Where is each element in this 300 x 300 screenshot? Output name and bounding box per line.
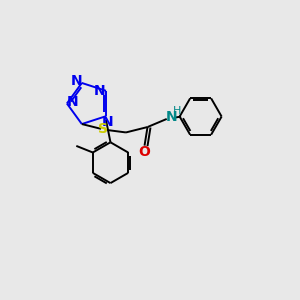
Text: N: N — [94, 84, 105, 98]
Text: N: N — [70, 74, 82, 88]
Text: N: N — [102, 115, 113, 129]
Text: O: O — [138, 145, 150, 159]
Text: S: S — [98, 122, 108, 136]
Text: N: N — [67, 95, 78, 109]
Text: N: N — [165, 110, 177, 124]
Text: H: H — [173, 106, 182, 116]
